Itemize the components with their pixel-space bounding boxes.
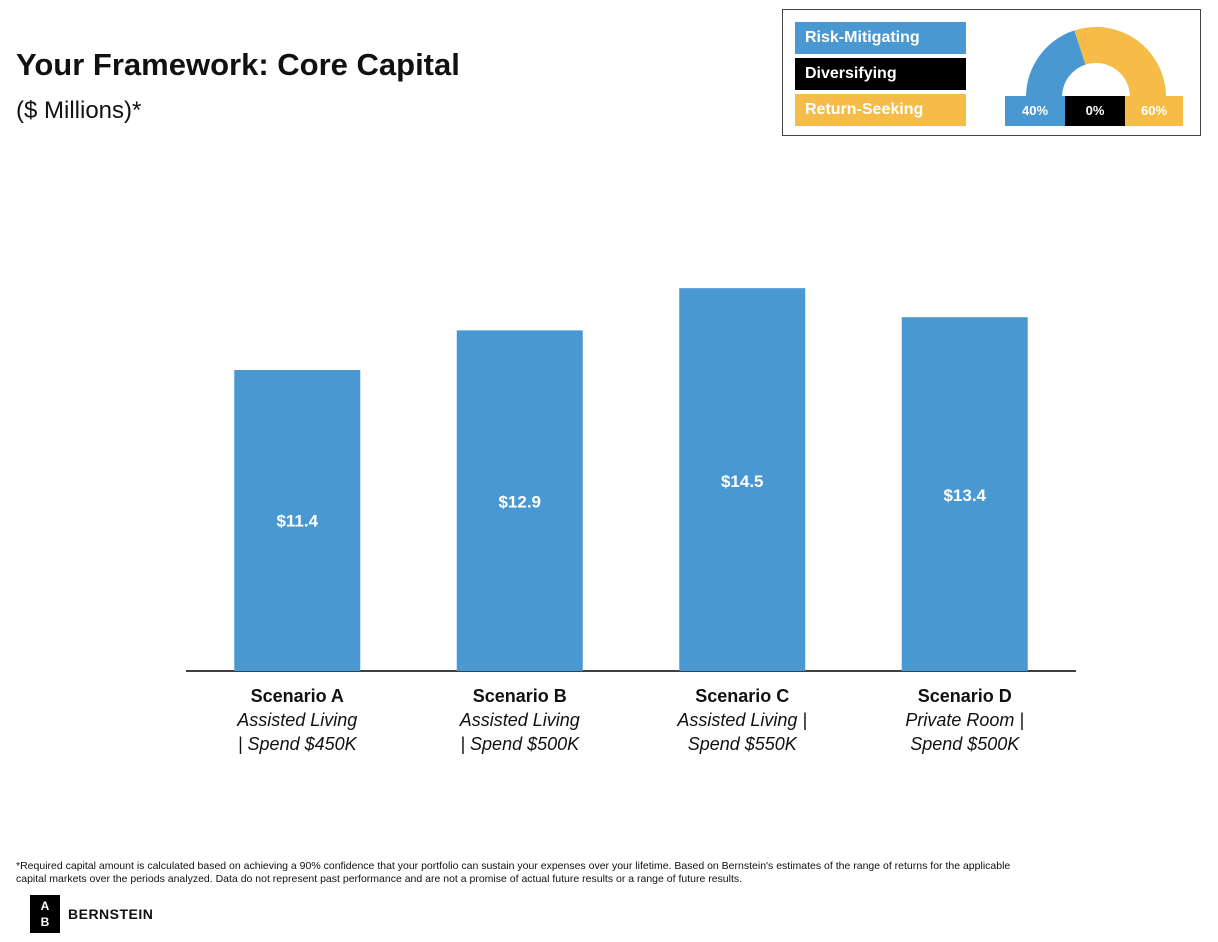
bar-chart: $11.4 $12.9 $14.5 $13.4 bbox=[186, 288, 1076, 672]
allocation-legend: Risk-Mitigating Diversifying Return-Seek… bbox=[782, 9, 1201, 136]
category-desc-line1: Private Room | bbox=[905, 710, 1025, 730]
category-desc-line1: Assisted Living bbox=[237, 710, 358, 730]
bernstein-logo: A B BERNSTEIN bbox=[30, 895, 153, 933]
category-desc-line2: Spend $550K bbox=[687, 734, 797, 754]
category-label-2: Scenario B Assisted Living | Spend $500K bbox=[420, 684, 620, 756]
bar-1 bbox=[234, 370, 361, 671]
category-desc-line2: | Spend $450K bbox=[237, 734, 357, 754]
category-label-3: Scenario C Assisted Living | Spend $550K bbox=[642, 684, 842, 756]
ab-logo-icon: A B bbox=[30, 895, 60, 933]
percent-diversifying: 0% bbox=[1065, 96, 1125, 126]
category-desc-line2: | Spend $500K bbox=[460, 734, 580, 754]
gauge-risk-segment bbox=[1026, 30, 1086, 98]
footnote-line-2: capital markets over the periods analyze… bbox=[16, 873, 743, 885]
bar-4 bbox=[901, 317, 1028, 671]
footnote: *Required capital amount is calculated b… bbox=[16, 860, 1211, 886]
legend-diversifying: Diversifying bbox=[795, 58, 966, 90]
legend-return-seeking: Return-Seeking bbox=[795, 94, 966, 126]
footnote-line-1: *Required capital amount is calculated b… bbox=[16, 860, 1011, 872]
category-name: Scenario B bbox=[472, 686, 567, 706]
category-name: Scenario A bbox=[250, 686, 344, 706]
bar-value-label-3: $14.5 bbox=[721, 472, 764, 491]
category-label-1: Scenario A Assisted Living | Spend $450K bbox=[197, 684, 397, 756]
category-desc-line1: Assisted Living bbox=[459, 710, 580, 730]
gauge-return-segment bbox=[1074, 27, 1166, 98]
bar-value-label-4: $13.4 bbox=[943, 486, 986, 505]
category-name: Scenario D bbox=[917, 686, 1012, 706]
bar-3 bbox=[679, 288, 806, 671]
percent-return-seeking: 60% bbox=[1125, 96, 1183, 126]
brand-name: BERNSTEIN bbox=[68, 906, 154, 922]
page-subtitle: ($ Millions)* bbox=[16, 97, 142, 124]
allocation-gauge bbox=[1026, 27, 1166, 98]
category-desc-line1: Assisted Living | bbox=[677, 710, 808, 730]
page-title: Your Framework: Core Capital bbox=[16, 47, 460, 82]
category-label-4: Scenario D Private Room | Spend $500K bbox=[865, 684, 1065, 756]
bar-value-label-1: $11.4 bbox=[276, 512, 318, 531]
category-desc-line2: Spend $500K bbox=[910, 734, 1020, 754]
percent-risk-mitigating: 40% bbox=[1005, 96, 1065, 126]
legend-risk-mitigating: Risk-Mitigating bbox=[795, 22, 966, 54]
category-name: Scenario C bbox=[695, 686, 790, 706]
bar-value-label-2: $12.9 bbox=[498, 493, 541, 512]
bar-2 bbox=[456, 330, 583, 671]
